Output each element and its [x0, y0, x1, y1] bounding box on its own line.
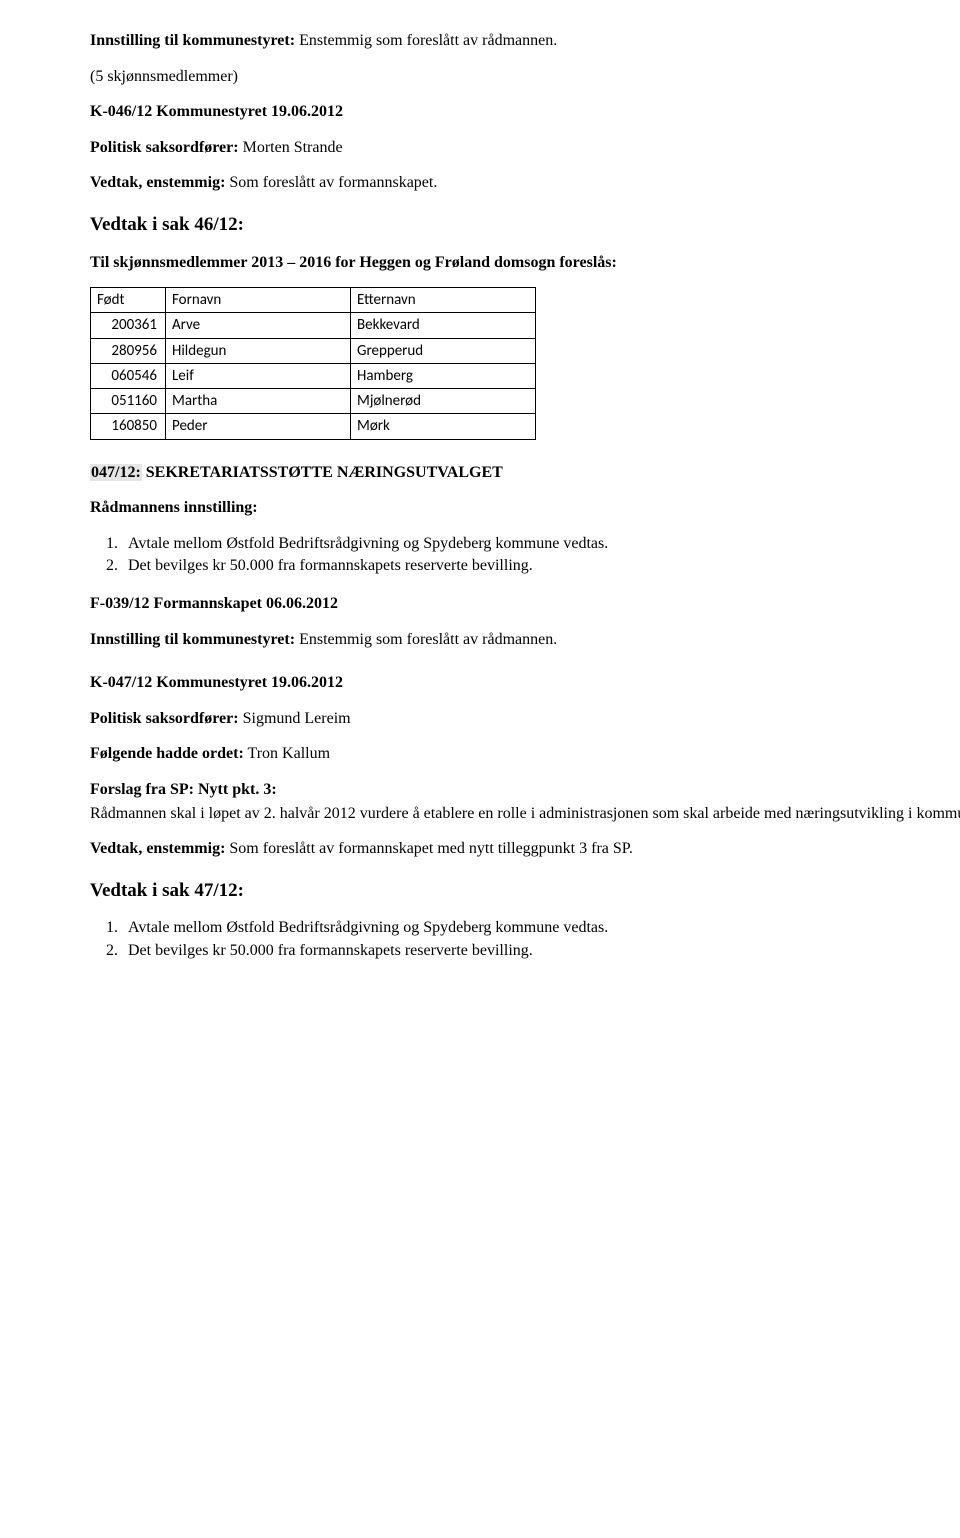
innst2-rest: Enstemmig som foreslått av rådmannen.: [295, 631, 557, 648]
radm-list: Avtale mellom Østfold Bedriftsrådgivning…: [90, 533, 960, 577]
section-047-title: 047/12: SEKRETARIATSSTØTTE NÆRINGSUTVALG…: [90, 462, 960, 484]
table-row: 200361 Arve Bekkevard: [91, 313, 536, 338]
section-047-num: 047/12:: [90, 464, 142, 481]
cell-fornavn: Arve: [166, 313, 351, 338]
folgende-hadde-ordet: Følgende hadde ordet: Tron Kallum: [90, 743, 960, 765]
ve2-label: Vedtak, enstemmig:: [90, 840, 225, 857]
cell-etternavn: Mjølnerød: [351, 389, 536, 414]
skjonnsmedlemmer-intro: Til skjønnsmedlemmer 2013 – 2016 for Heg…: [90, 252, 960, 274]
members-table: Født Fornavn Etternavn 200361 Arve Bekke…: [90, 287, 536, 440]
cell-fodt: 200361: [91, 313, 166, 338]
table-row: 160850 Peder Mørk: [91, 414, 536, 439]
ve2-value: Som foreslått av formannskapet med nytt …: [225, 840, 633, 857]
k046-heading: K-046/12 Kommunestyret 19.06.2012: [90, 101, 960, 123]
folg-value: Tron Kallum: [244, 745, 330, 762]
th-etternavn: Etternavn: [351, 288, 536, 313]
pso2-value: Sigmund Lereim: [239, 710, 351, 727]
cell-fodt: 051160: [91, 389, 166, 414]
sp-forslag-body: Rådmannen skal i løpet av 2. halvår 2012…: [90, 803, 960, 825]
list-item: Det bevilges kr 50.000 fra formannskapet…: [122, 940, 960, 962]
innstilling-2: Innstilling til kommunestyret: Enstemmig…: [90, 629, 960, 651]
sp-forslag-title: Forslag fra SP: Nytt pkt. 3:: [90, 781, 277, 798]
ve1-value: Som foreslått av formannskapet.: [225, 174, 437, 191]
table-header-row: Født Fornavn Etternavn: [91, 288, 536, 313]
cell-etternavn: Mørk: [351, 414, 536, 439]
politisk-saksordforer-1: Politisk saksordfører: Morten Strande: [90, 137, 960, 159]
list-47: Avtale mellom Østfold Bedriftsrådgivning…: [90, 917, 960, 961]
radmannens-innstilling-label: Rådmannens innstilling:: [90, 497, 960, 519]
th-fornavn: Fornavn: [166, 288, 351, 313]
innstilling-1-rest: Enstemmig som foreslått av rådmannen.: [295, 32, 557, 49]
cell-etternavn: Grepperud: [351, 338, 536, 363]
cell-fornavn: Peder: [166, 414, 351, 439]
innst2-label: Innstilling til kommunestyret:: [90, 631, 295, 648]
paren-note: (5 skjønnsmedlemmer): [90, 66, 960, 88]
table-row: 060546 Leif Hamberg: [91, 363, 536, 388]
vedtak-enstemmig-1: Vedtak, enstemmig: Som foreslått av form…: [90, 172, 960, 194]
cell-fodt: 280956: [91, 338, 166, 363]
vedtak-sak-47: Vedtak i sak 47/12:: [90, 878, 960, 904]
vedtak-sak-46: Vedtak i sak 46/12:: [90, 212, 960, 238]
ve1-label: Vedtak, enstemmig:: [90, 174, 225, 191]
cell-fornavn: Martha: [166, 389, 351, 414]
list-item: Det bevilges kr 50.000 fra formannskapet…: [122, 555, 960, 577]
innstilling-1-label: Innstilling til kommunestyret:: [90, 32, 295, 49]
cell-fornavn: Leif: [166, 363, 351, 388]
k047-heading: K-047/12 Kommunestyret 19.06.2012: [90, 672, 960, 694]
folg-label: Følgende hadde ordet:: [90, 745, 244, 762]
sp-forslag: Forslag fra SP: Nytt pkt. 3:: [90, 779, 960, 801]
th-fodt: Født: [91, 288, 166, 313]
politisk-saksordforer-2: Politisk saksordfører: Sigmund Lereim: [90, 708, 960, 730]
vedtak-enstemmig-2: Vedtak, enstemmig: Som foreslått av form…: [90, 838, 960, 860]
innstilling-1: Innstilling til kommunestyret: Enstemmig…: [90, 30, 960, 52]
section-047-rest: SEKRETARIATSSTØTTE NÆRINGSUTVALGET: [142, 464, 503, 481]
cell-fodt: 160850: [91, 414, 166, 439]
pso1-value: Morten Strande: [239, 139, 343, 156]
f039-heading: F-039/12 Formannskapet 06.06.2012: [90, 593, 960, 615]
cell-etternavn: Bekkevard: [351, 313, 536, 338]
pso2-label: Politisk saksordfører:: [90, 710, 239, 727]
cell-fodt: 060546: [91, 363, 166, 388]
table-row: 280956 Hildegun Grepperud: [91, 338, 536, 363]
pso1-label: Politisk saksordfører:: [90, 139, 239, 156]
cell-etternavn: Hamberg: [351, 363, 536, 388]
table-row: 051160 Martha Mjølnerød: [91, 389, 536, 414]
list-item: Avtale mellom Østfold Bedriftsrådgivning…: [122, 533, 960, 555]
list-item: Avtale mellom Østfold Bedriftsrådgivning…: [122, 917, 960, 939]
cell-fornavn: Hildegun: [166, 338, 351, 363]
